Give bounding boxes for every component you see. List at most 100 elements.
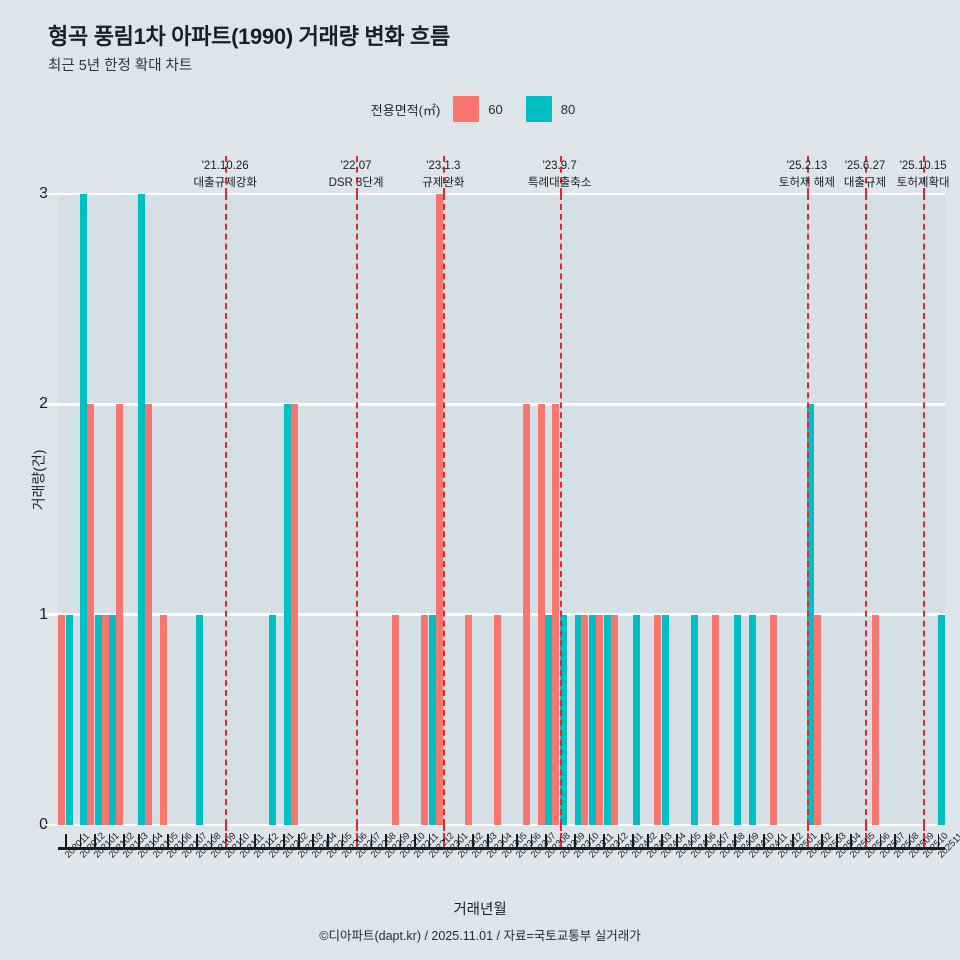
- event-marker-line-top: [225, 156, 228, 194]
- bar: [734, 614, 742, 825]
- bar: [392, 614, 400, 825]
- x-tick-mark: [603, 834, 605, 847]
- bar: [595, 614, 603, 825]
- bar: [632, 614, 640, 825]
- event-annotation: '21.10.26 대출규제강화: [193, 158, 256, 191]
- bar: [603, 614, 611, 825]
- x-tick-mark: [530, 834, 533, 847]
- event-marker-line: [865, 194, 868, 825]
- bar: [654, 614, 662, 825]
- x-tick-mark: [777, 834, 780, 847]
- x-tick-mark: [94, 834, 96, 847]
- bar: [145, 404, 153, 825]
- event-marker-line-top: [923, 156, 926, 194]
- event-marker-line-bottom: [559, 825, 562, 847]
- bar: [610, 614, 618, 825]
- event-marker-line: [806, 194, 809, 825]
- x-tick-mark: [748, 834, 751, 847]
- y-tick-label-0: 0: [39, 816, 48, 833]
- event-marker-line-bottom: [865, 825, 868, 847]
- event-marker-line: [225, 194, 228, 825]
- event-annotation-text: 대출규제강화: [193, 176, 257, 189]
- bar: [138, 194, 146, 825]
- x-tick-mark: [239, 834, 242, 847]
- x-tick-mark: [516, 834, 518, 847]
- x-tick-mark: [254, 834, 256, 847]
- bar: [938, 614, 946, 825]
- gridline-3: [58, 192, 945, 196]
- x-tick-mark: [268, 834, 271, 847]
- page-title: 형곡 풍림1차 아파트(1990) 거래량 변화 흐름: [48, 24, 450, 49]
- x-tick-mark: [894, 834, 896, 847]
- x-tick-mark: [792, 834, 794, 847]
- bar: [87, 404, 95, 825]
- event-marker-line-top: [559, 156, 562, 194]
- x-tick-mark: [835, 834, 838, 847]
- bar: [57, 614, 65, 825]
- bar: [574, 614, 582, 825]
- event-marker-line: [923, 194, 926, 825]
- bar: [109, 614, 117, 825]
- legend-label-80: 80: [560, 101, 576, 117]
- event-annotation-date: '25.2.13: [786, 160, 828, 172]
- bar: [690, 614, 698, 825]
- page-subtitle: 최근 5년 한정 확대 차트: [48, 58, 193, 74]
- gridline-2: [58, 403, 945, 406]
- event-marker-line-top: [806, 156, 809, 194]
- x-tick-mark: [65, 834, 67, 847]
- x-tick-mark: [486, 834, 489, 847]
- x-tick-mark: [879, 834, 882, 847]
- bar: [589, 614, 597, 825]
- bar: [559, 614, 567, 825]
- x-tick-mark: [850, 834, 853, 847]
- bar: [269, 614, 277, 825]
- x-tick-mark: [763, 834, 765, 847]
- event-annotation: '25.10.15 토허제확대: [897, 158, 950, 191]
- x-tick-mark: [690, 834, 693, 847]
- event-annotation: '23.9.7 특례대출축소: [528, 158, 591, 191]
- x-tick-mark: [167, 834, 169, 847]
- gridline-0: [58, 823, 945, 827]
- bar: [807, 404, 815, 825]
- x-axis-title: 거래년월: [453, 902, 507, 918]
- bar: [290, 404, 298, 825]
- event-annotation: '22.07 DSR 3단계: [329, 158, 384, 191]
- x-tick-mark: [719, 834, 722, 847]
- bar: [94, 614, 102, 825]
- bar: [159, 614, 167, 825]
- x-tick-mark: [414, 834, 416, 847]
- event-annotation-text: 토허제 해제: [778, 176, 835, 189]
- x-tick-mark: [370, 834, 373, 847]
- plot-area: [57, 192, 946, 827]
- x-tick-mark: [734, 834, 736, 847]
- x-tick-mark: [457, 834, 460, 847]
- event-marker-line: [443, 194, 446, 825]
- bar: [552, 404, 560, 825]
- x-tick-mark: [821, 834, 823, 847]
- x-tick-mark: [632, 834, 634, 847]
- x-tick-mark: [283, 834, 285, 847]
- bar: [712, 614, 720, 825]
- event-annotation-text: DSR 3단계: [328, 176, 384, 189]
- x-tick-mark: [617, 834, 620, 847]
- y-tick-mark-0: [46, 823, 58, 827]
- event-marker-line-top: [356, 156, 359, 194]
- event-annotation-text: 규제완화: [422, 176, 465, 189]
- x-tick-mark: [428, 834, 431, 847]
- bar: [494, 614, 502, 825]
- legend-title: 전용면적(㎡): [370, 102, 441, 118]
- x-tick-mark: [108, 834, 111, 847]
- x-tick-mark: [137, 834, 140, 847]
- event-annotation-date: '23.1.3: [426, 160, 461, 172]
- bar: [814, 614, 822, 825]
- event-marker-line: [559, 194, 562, 825]
- x-tick-mark: [210, 834, 213, 847]
- x-tick-mark: [574, 834, 576, 847]
- y-axis-title: 거래량(건): [30, 449, 47, 511]
- event-annotation: '23.1.3 규제완화: [422, 158, 464, 191]
- bar: [65, 614, 73, 825]
- event-marker-line-bottom: [443, 825, 446, 847]
- x-tick-mark: [501, 834, 504, 847]
- bar: [748, 614, 756, 825]
